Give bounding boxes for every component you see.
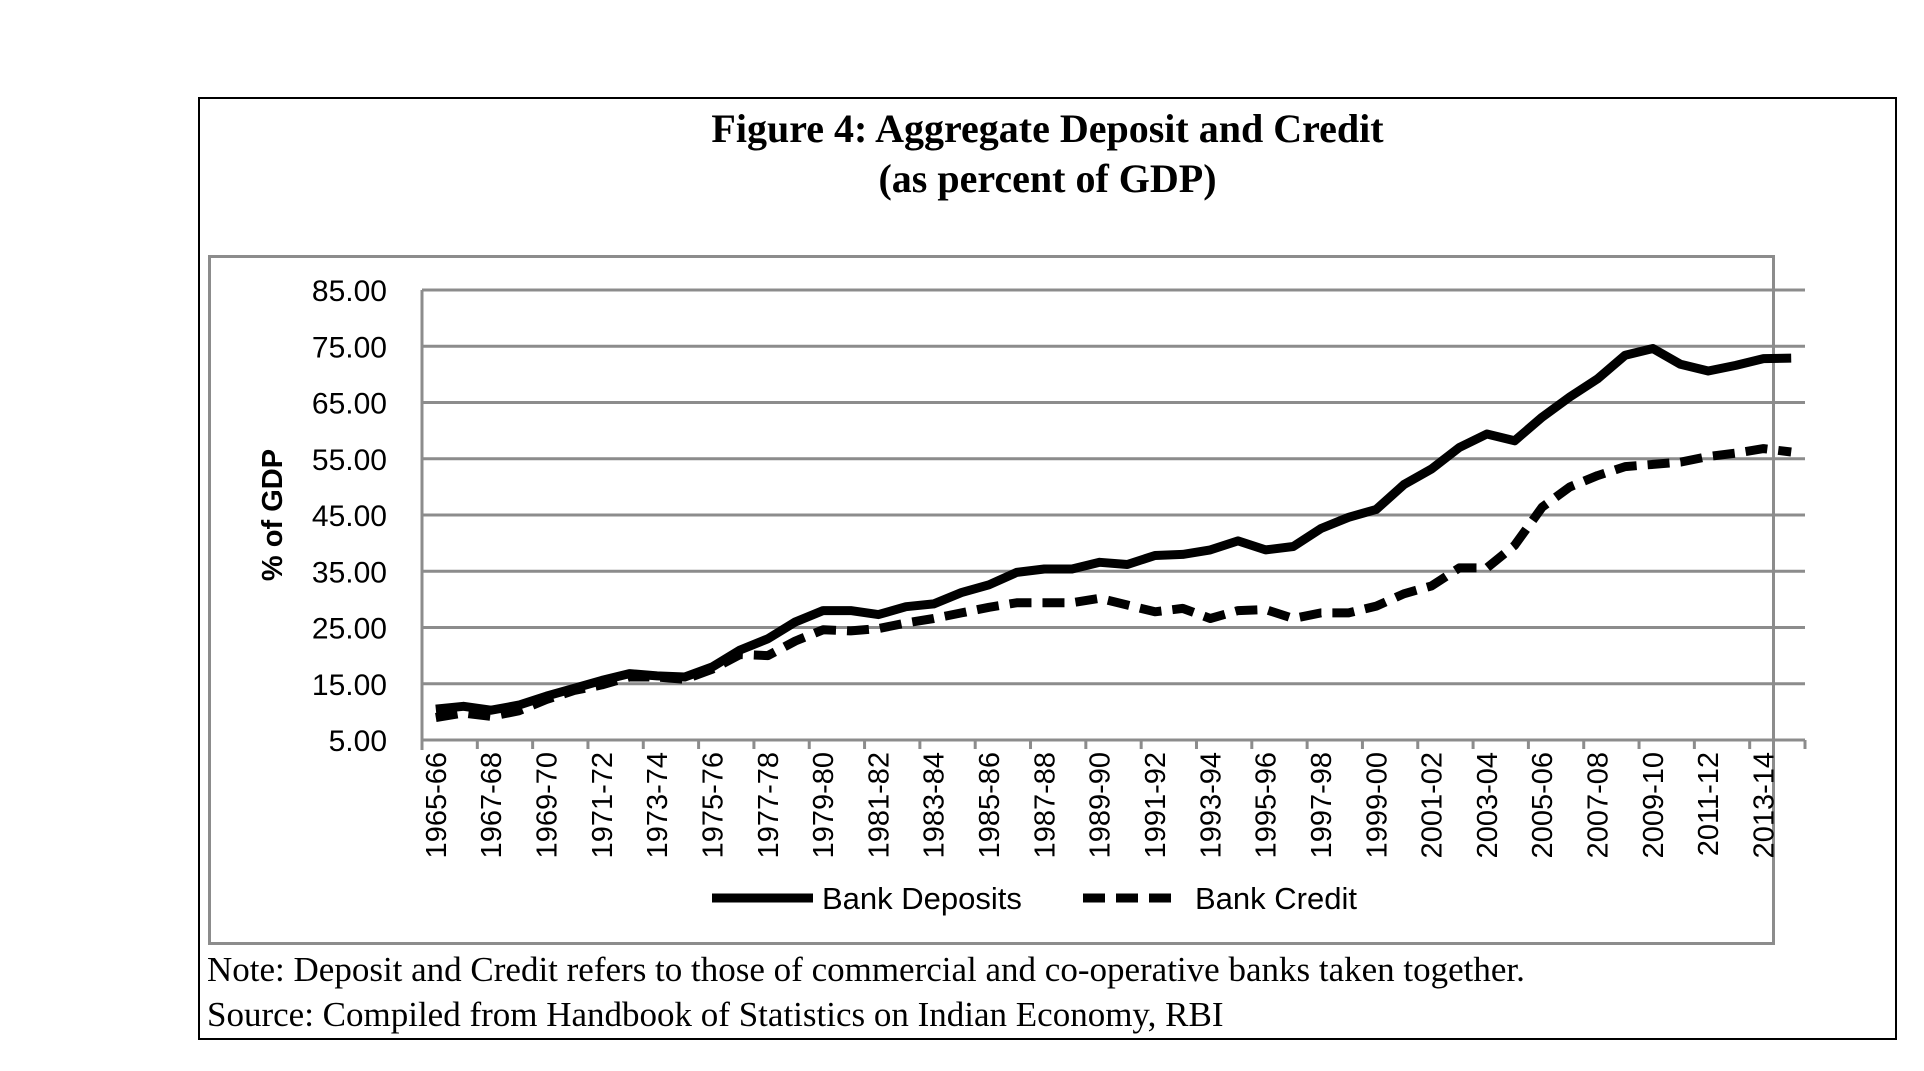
chart-subtitle: (as percent of GDP) (878, 156, 1217, 201)
x-tick-labels: 1965-66 1967-68 1969-70 1971-72 1973-74 1975-… (421, 752, 1781, 858)
y-tick-label: 35.00 (312, 556, 387, 589)
x-tick-label: 1985-86 (974, 752, 1006, 858)
x-tick-label: 1989-90 (1085, 752, 1117, 858)
bank-credit-line (435, 444, 1792, 722)
y-tick-label: 45.00 (312, 500, 387, 533)
x-tick-label: 1977-78 (753, 752, 785, 858)
x-tick-label: 1965-66 (421, 752, 453, 858)
legend: Bank Deposits Bank Credit (712, 881, 1357, 916)
x-tick-label: 1969-70 (531, 752, 563, 858)
source-text: Source: Compiled from Handbook of Statis… (207, 995, 1224, 1034)
chart-title: Figure 4: Aggregate Deposit and Credit (711, 106, 1384, 151)
legend-label: Bank Deposits (822, 881, 1022, 916)
x-tick-label: 1979-80 (808, 752, 840, 858)
plot-area-frame (208, 255, 1775, 945)
x-tick-label: 1983-84 (919, 752, 951, 858)
x-tick-label: 1971-72 (587, 752, 619, 858)
y-tick-label: 65.00 (312, 388, 387, 421)
note-text: Note: Deposit and Credit refers to those… (207, 950, 1525, 989)
legend-label: Bank Credit (1195, 881, 1357, 916)
figure-frame (198, 97, 1897, 1040)
y-tick-label: 85.00 (312, 275, 387, 308)
y-tick-label: 15.00 (312, 669, 387, 702)
y-tick-label: 75.00 (312, 331, 387, 364)
x-tick-label: 1975-76 (697, 752, 729, 858)
x-tick-label: 1995-96 (1251, 752, 1283, 858)
x-tick-label: 1981-82 (863, 752, 895, 858)
x-tick-label: 2003-04 (1472, 752, 1504, 858)
x-tick-label: 1999-00 (1361, 752, 1393, 858)
x-tick-label: 1987-88 (1029, 752, 1061, 858)
x-tick-label: 1973-74 (642, 752, 674, 858)
x-tick-label: 2007-08 (1583, 752, 1615, 858)
x-tick-label: 1997-98 (1306, 752, 1338, 858)
y-tick-labels: 5.00 15.00 25.00 35.00 45.00 55.00 65.00 75.00 8… (312, 275, 387, 758)
x-tick-label: 2009-10 (1638, 752, 1670, 858)
y-tick-label: 5.00 (329, 725, 387, 758)
gridlines (422, 288, 1805, 686)
x-tick-label: 1967-68 (476, 752, 508, 858)
y-tick-label: 55.00 (312, 444, 387, 477)
axes (420, 290, 1807, 750)
x-tick-label: 2005-06 (1527, 752, 1559, 858)
y-tick-label: 25.00 (312, 613, 387, 646)
x-tick-label: 2013-14 (1749, 752, 1781, 858)
y-axis-label: % of GDP (257, 449, 289, 581)
x-tick-label: 1991-92 (1140, 752, 1172, 858)
x-tick-label: 1993-94 (1195, 752, 1227, 858)
x-tick-label: 2011-12 (1693, 752, 1725, 856)
series-lines (435, 344, 1792, 722)
x-tick-label: 2001-02 (1417, 752, 1449, 858)
